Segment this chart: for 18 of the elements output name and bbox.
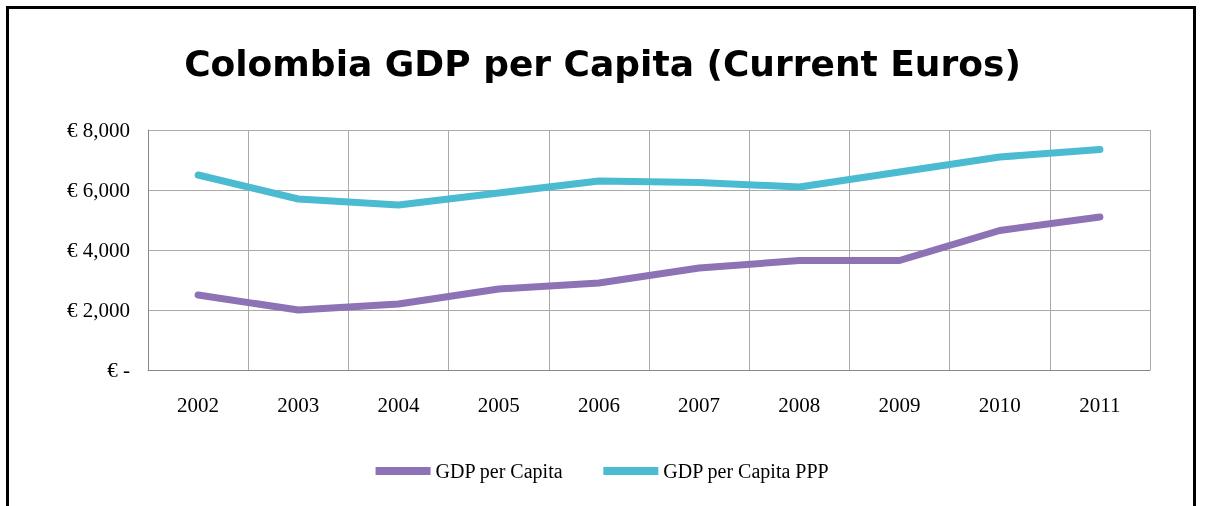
y-tick-label: € - <box>107 358 130 382</box>
y-tick-label: € 8,000 <box>67 118 130 142</box>
x-tick-label: 2008 <box>778 392 821 417</box>
x-tick-label: 2011 <box>1079 392 1121 417</box>
x-tick-label: 2003 <box>277 392 320 417</box>
x-tick-label: 2005 <box>477 392 520 417</box>
x-tick-label: 2006 <box>577 392 620 417</box>
x-tick-label: 2007 <box>678 392 721 417</box>
y-tick-label: € 2,000 <box>67 298 130 322</box>
x-tick-label: 2002 <box>177 392 220 417</box>
legend-label: GDP per Capita PPP <box>663 460 829 483</box>
chart-title: Colombia GDP per Capita (Current Euros) <box>184 42 1021 84</box>
x-tick-label: 2009 <box>878 392 921 417</box>
y-tick-label: € 6,000 <box>67 178 130 202</box>
x-tick-label: 2010 <box>978 392 1021 417</box>
x-tick-label: 2004 <box>377 392 420 417</box>
legend-label: GDP per Capita <box>435 460 563 483</box>
y-tick-label: € 4,000 <box>67 238 130 262</box>
